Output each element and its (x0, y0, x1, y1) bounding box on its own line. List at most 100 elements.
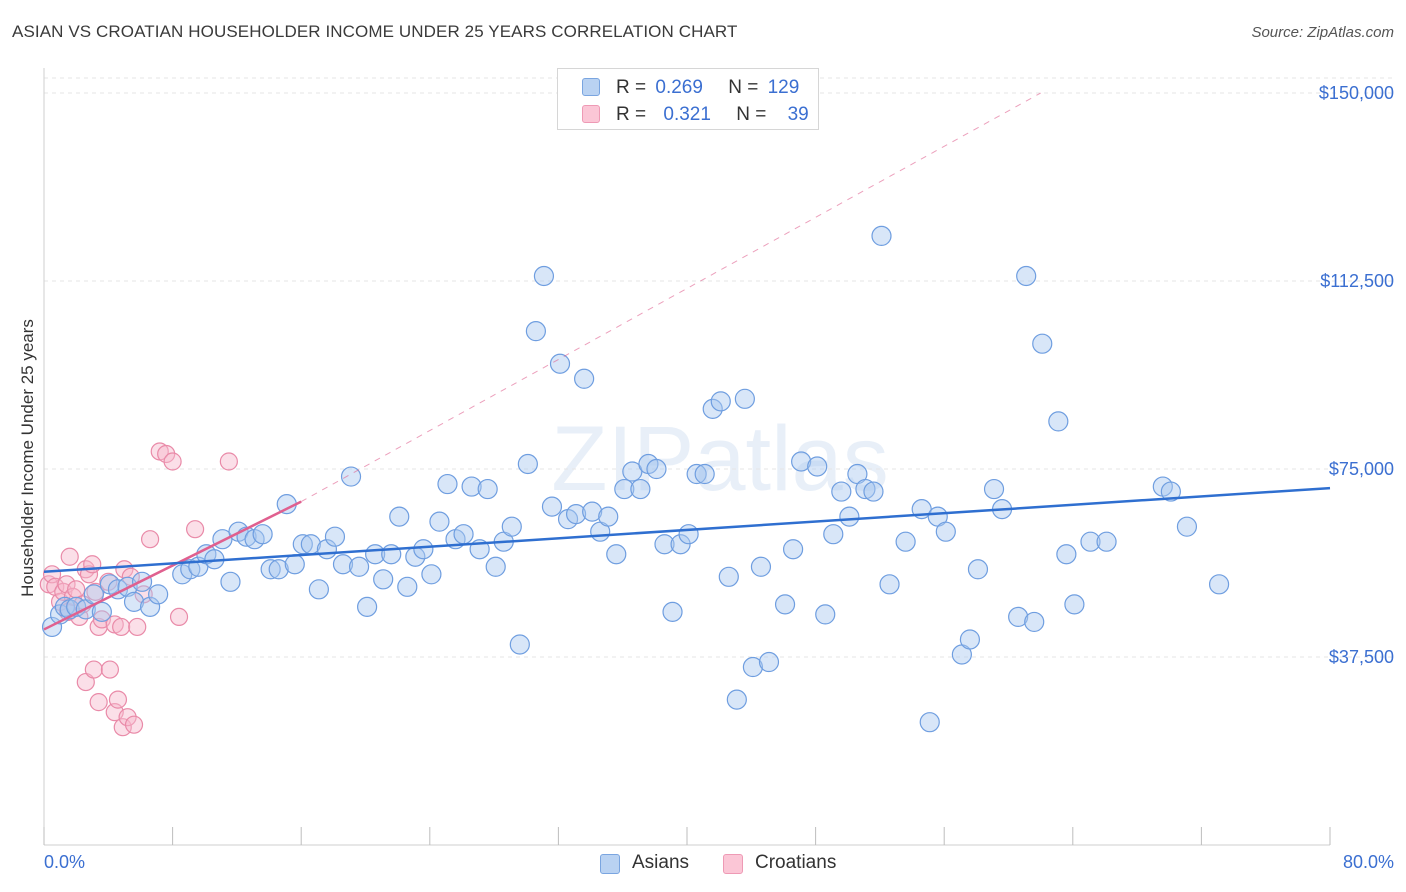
asian-point (421, 564, 442, 585)
asian-point (1056, 544, 1077, 565)
n-label: N = (728, 77, 759, 98)
r-label: R = (616, 104, 647, 125)
asian-point (879, 574, 900, 595)
r-label: R = (616, 77, 647, 98)
y-tick-label: $37,500 (1329, 647, 1394, 667)
asian-point (332, 554, 354, 575)
asian-point (1008, 606, 1029, 628)
asian-point (324, 526, 346, 547)
source-label: Source: ZipAtlas.com (1251, 24, 1394, 41)
asian-point (678, 524, 699, 545)
asian-point (284, 554, 305, 575)
asian-point (863, 481, 884, 502)
asians-swatch (582, 78, 600, 96)
asian-point (1176, 516, 1198, 537)
asian-point (1024, 611, 1045, 633)
asian-point (477, 478, 498, 500)
asian-points (41, 225, 1230, 733)
asian-point (525, 321, 546, 342)
asian-point (413, 539, 434, 560)
asian-point (718, 566, 739, 587)
asian-point (180, 559, 201, 580)
asian-point (670, 534, 691, 555)
asian-point (839, 506, 860, 527)
asians-legend-label: Asians (632, 852, 690, 873)
asian-point (139, 596, 161, 617)
croatian-point (140, 530, 160, 549)
asian-trend-line (43, 486, 1331, 574)
axes (43, 68, 1331, 846)
asian-point (614, 478, 635, 500)
asian-point (758, 651, 780, 673)
asian-point (807, 456, 828, 477)
asian-point (348, 556, 370, 577)
asian-point (935, 521, 956, 542)
asian-point (501, 516, 522, 537)
asian-point (268, 559, 289, 580)
croatian-point (186, 520, 205, 539)
croatian-point (169, 607, 189, 627)
asian-point (919, 712, 940, 733)
asian-point (148, 584, 169, 605)
asian-point (662, 601, 683, 622)
asian-point (509, 634, 530, 655)
asian-point (823, 524, 844, 545)
asian-point (1096, 531, 1117, 552)
asian-point (357, 596, 378, 617)
asian-point (791, 451, 812, 472)
asian-point (686, 463, 707, 485)
asian-point (437, 473, 458, 495)
asian-point (606, 544, 627, 565)
asian-point (260, 559, 281, 580)
croatian-point (124, 715, 144, 734)
asian-point (485, 556, 506, 577)
asian-point (598, 506, 619, 527)
asian-point (1048, 411, 1069, 432)
asian-point (533, 265, 555, 287)
asian-point (702, 398, 723, 419)
asian-point (453, 524, 474, 545)
x-tick-min: 0.0% (44, 852, 86, 872)
asian-point (1064, 594, 1085, 615)
croatian-point (163, 452, 182, 471)
asian-point (1016, 265, 1037, 287)
croatians-legend-swatch (723, 854, 743, 874)
croatian-point (112, 617, 131, 637)
asian-point (871, 225, 892, 247)
asian-point (308, 579, 329, 600)
asian-point (123, 591, 145, 612)
asian-point (397, 576, 418, 597)
y-tick-label: $112,500 (1320, 271, 1394, 291)
asian-point (742, 656, 764, 678)
asian-point (1208, 574, 1230, 595)
y-tick-labels: $37,500 $75,000 $112,500 $150,000 (1319, 83, 1394, 667)
croatian-trend-line (43, 500, 302, 631)
asian-point (654, 534, 675, 555)
asian-point (252, 524, 273, 545)
croatians-n-value: 39 (787, 104, 809, 125)
grid-lines (44, 77, 1395, 658)
croatian-point (128, 617, 147, 637)
y-tick-label: $75,000 (1329, 459, 1394, 479)
croatian-point (89, 693, 108, 712)
croatian-points (39, 442, 238, 737)
croatian-point (100, 660, 120, 679)
asian-point (517, 453, 538, 475)
asian-point (1080, 531, 1101, 552)
asian-point (541, 496, 563, 517)
asian-point (831, 481, 852, 502)
asian-point (774, 594, 796, 615)
croatians-swatch (582, 105, 600, 123)
asian-point (895, 531, 916, 552)
trend-lines (43, 92, 1331, 631)
asian-point (549, 353, 571, 374)
croatian-point (113, 718, 132, 737)
croatian-point (219, 452, 238, 471)
asians-legend-swatch (600, 854, 620, 874)
croatians-legend-label: Croatians (755, 852, 837, 873)
asian-point (91, 601, 112, 622)
asian-point (574, 368, 595, 389)
asian-point (646, 458, 667, 480)
asian-point (373, 569, 394, 590)
asians-r-value: 0.269 (655, 77, 703, 98)
